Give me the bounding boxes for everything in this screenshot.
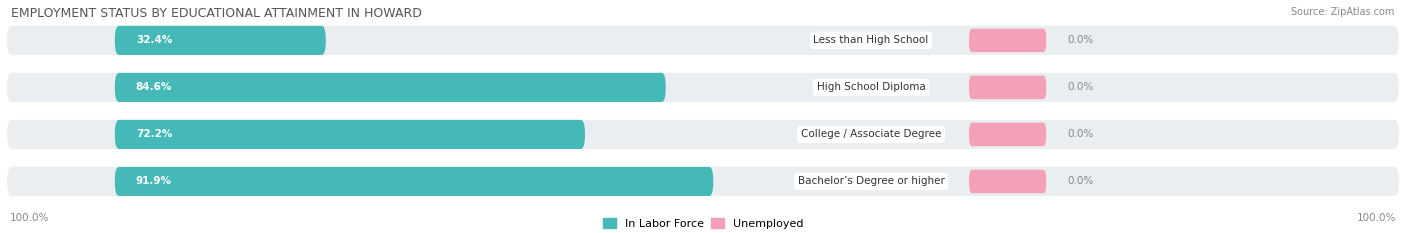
Text: College / Associate Degree: College / Associate Degree bbox=[801, 130, 941, 139]
Text: Source: ZipAtlas.com: Source: ZipAtlas.com bbox=[1291, 7, 1395, 17]
Text: High School Diploma: High School Diploma bbox=[817, 82, 925, 93]
FancyBboxPatch shape bbox=[7, 73, 1399, 102]
Text: 84.6%: 84.6% bbox=[136, 82, 172, 93]
Text: 91.9%: 91.9% bbox=[136, 176, 172, 186]
Text: 0.0%: 0.0% bbox=[1067, 176, 1094, 186]
Text: EMPLOYMENT STATUS BY EDUCATIONAL ATTAINMENT IN HOWARD: EMPLOYMENT STATUS BY EDUCATIONAL ATTAINM… bbox=[11, 7, 422, 20]
FancyBboxPatch shape bbox=[969, 29, 1046, 52]
Text: 0.0%: 0.0% bbox=[1067, 130, 1094, 139]
Text: 0.0%: 0.0% bbox=[1067, 82, 1094, 93]
FancyBboxPatch shape bbox=[7, 167, 1399, 196]
Text: 100.0%: 100.0% bbox=[1357, 213, 1396, 223]
FancyBboxPatch shape bbox=[969, 76, 1046, 99]
FancyBboxPatch shape bbox=[115, 120, 585, 149]
Text: 32.4%: 32.4% bbox=[136, 35, 172, 45]
FancyBboxPatch shape bbox=[7, 120, 1399, 149]
Text: Less than High School: Less than High School bbox=[814, 35, 929, 45]
Legend: In Labor Force, Unemployed: In Labor Force, Unemployed bbox=[598, 214, 808, 233]
FancyBboxPatch shape bbox=[969, 170, 1046, 193]
FancyBboxPatch shape bbox=[7, 26, 1399, 55]
FancyBboxPatch shape bbox=[115, 73, 665, 102]
Text: Bachelor’s Degree or higher: Bachelor’s Degree or higher bbox=[797, 176, 945, 186]
FancyBboxPatch shape bbox=[969, 123, 1046, 146]
Text: 0.0%: 0.0% bbox=[1067, 35, 1094, 45]
FancyBboxPatch shape bbox=[115, 167, 713, 196]
FancyBboxPatch shape bbox=[115, 26, 326, 55]
Text: 100.0%: 100.0% bbox=[10, 213, 49, 223]
Text: 72.2%: 72.2% bbox=[136, 130, 172, 139]
